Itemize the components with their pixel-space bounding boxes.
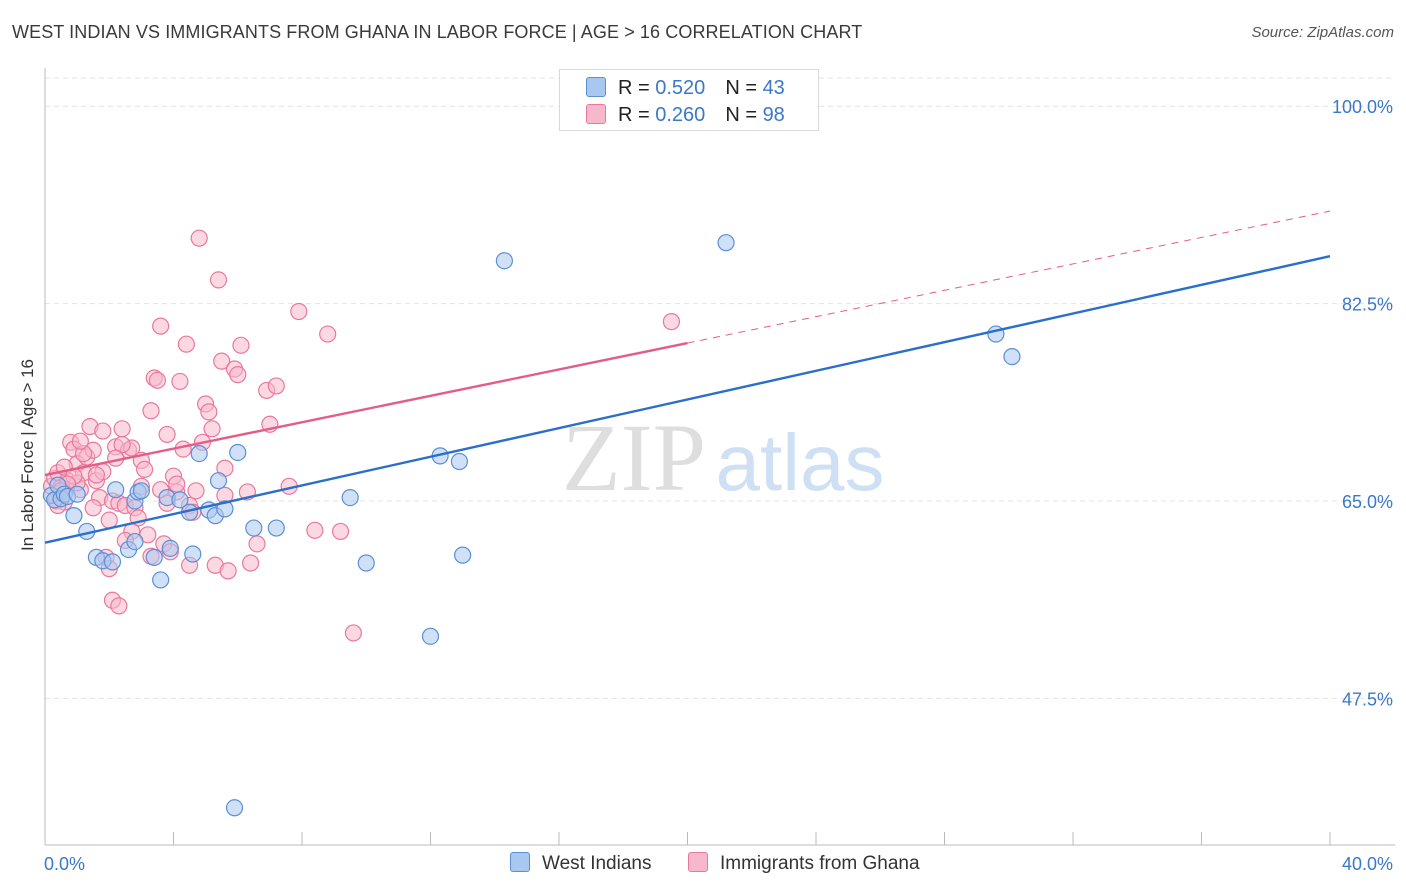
data-point [331, 522, 350, 541]
legend-n-label: N = [725, 104, 763, 126]
legend-row-west-indians: R = 0.520 N = 43 [586, 77, 785, 99]
bottom-legend-ghana: Immigrants from Ghana [688, 852, 920, 875]
bottom-legend-west-indians: West Indians [510, 852, 651, 875]
source-label: Source: ZipAtlas.com [1251, 24, 1394, 41]
data-point [421, 627, 440, 645]
y-axis-label: In Labor Force | Age > 16 [18, 358, 37, 552]
data-point [248, 535, 266, 553]
data-point [203, 420, 221, 438]
data-point [71, 432, 89, 450]
legend-n-label: N = [725, 77, 763, 99]
data-point [341, 488, 359, 507]
legend-r-label: R = [618, 104, 656, 126]
trend-line [44, 341, 688, 477]
data-point [229, 443, 247, 462]
legend-r-value: 0.260 [655, 104, 706, 126]
data-point [187, 482, 205, 500]
legend-r-value: 0.520 [655, 77, 706, 99]
chart-title: WEST INDIAN VS IMMIGRANTS FROM GHANA IN … [12, 22, 863, 42]
data-point [152, 571, 170, 589]
x-tick-label: 0.0% [44, 854, 85, 874]
legend-swatch-blue [586, 77, 606, 97]
trend-line [44, 255, 1331, 544]
y-tick-label: 82.5% [1342, 295, 1393, 315]
data-point [190, 445, 208, 463]
data-point [152, 317, 170, 335]
data-point [65, 507, 83, 525]
watermark: ZIP atlas [562, 404, 884, 511]
data-point [495, 252, 513, 270]
data-point [357, 554, 375, 572]
data-point [126, 532, 144, 551]
bottom-legend-label: West Indians [542, 853, 652, 874]
data-point [103, 553, 122, 571]
data-point [245, 519, 263, 537]
data-point [450, 452, 469, 471]
data-point [717, 234, 735, 252]
legend-row-ghana: R = 0.260 N = 98 [586, 104, 785, 126]
data-point [135, 460, 154, 478]
data-point [113, 420, 131, 438]
data-point [219, 562, 237, 580]
data-point [242, 554, 260, 572]
bottom-legend-swatch-pink [688, 852, 708, 872]
data-point [225, 799, 244, 817]
data-point [213, 352, 231, 370]
data-point [142, 402, 160, 420]
bottom-legend-swatch-blue [510, 852, 530, 872]
y-tick-label: 65.0% [1342, 492, 1393, 512]
data-point [319, 325, 337, 343]
data-point [267, 519, 285, 537]
legend-r-label: R = [618, 77, 656, 99]
data-point [107, 449, 125, 467]
data-point [267, 377, 285, 395]
data-point [100, 511, 118, 529]
data-point [290, 302, 308, 321]
legend-n-value: 98 [762, 104, 785, 126]
trend-line [687, 210, 1331, 344]
data-point [94, 422, 112, 440]
data-point [110, 597, 128, 615]
data-point [216, 500, 234, 518]
correlation-legend: R = 0.520 N = 43 R = 0.260 N = 98 [559, 69, 819, 131]
data-point [171, 372, 189, 391]
data-point [68, 485, 86, 503]
data-point [209, 472, 228, 490]
legend-swatch-pink [586, 104, 606, 124]
data-point [209, 271, 228, 289]
data-point [184, 545, 202, 563]
x-tick-label: 40.0% [1342, 854, 1393, 874]
data-point [148, 371, 167, 389]
data-point [158, 425, 176, 444]
data-point [132, 482, 150, 500]
data-point [662, 313, 681, 331]
data-point [87, 466, 106, 484]
data-point [344, 624, 362, 642]
data-point [454, 546, 472, 564]
data-point [190, 229, 208, 247]
y-tick-label: 47.5% [1342, 689, 1393, 709]
data-point [84, 499, 102, 517]
legend-n-value: 43 [762, 77, 785, 99]
data-point [145, 548, 163, 566]
data-point [177, 335, 195, 353]
watermark-zip: ZIP [562, 404, 706, 511]
data-point [200, 403, 218, 421]
data-point [174, 440, 192, 458]
data-point [1003, 348, 1021, 366]
watermark-atlas: atlas [716, 418, 885, 507]
data-point [171, 491, 189, 509]
data-point [107, 481, 125, 499]
y-tick-label: 100.0% [1332, 97, 1393, 117]
data-point [232, 336, 250, 354]
data-point [168, 475, 186, 493]
data-point [161, 539, 179, 557]
data-point [229, 366, 247, 384]
bottom-legend-label: Immigrants from Ghana [720, 853, 920, 874]
data-point [306, 521, 324, 539]
